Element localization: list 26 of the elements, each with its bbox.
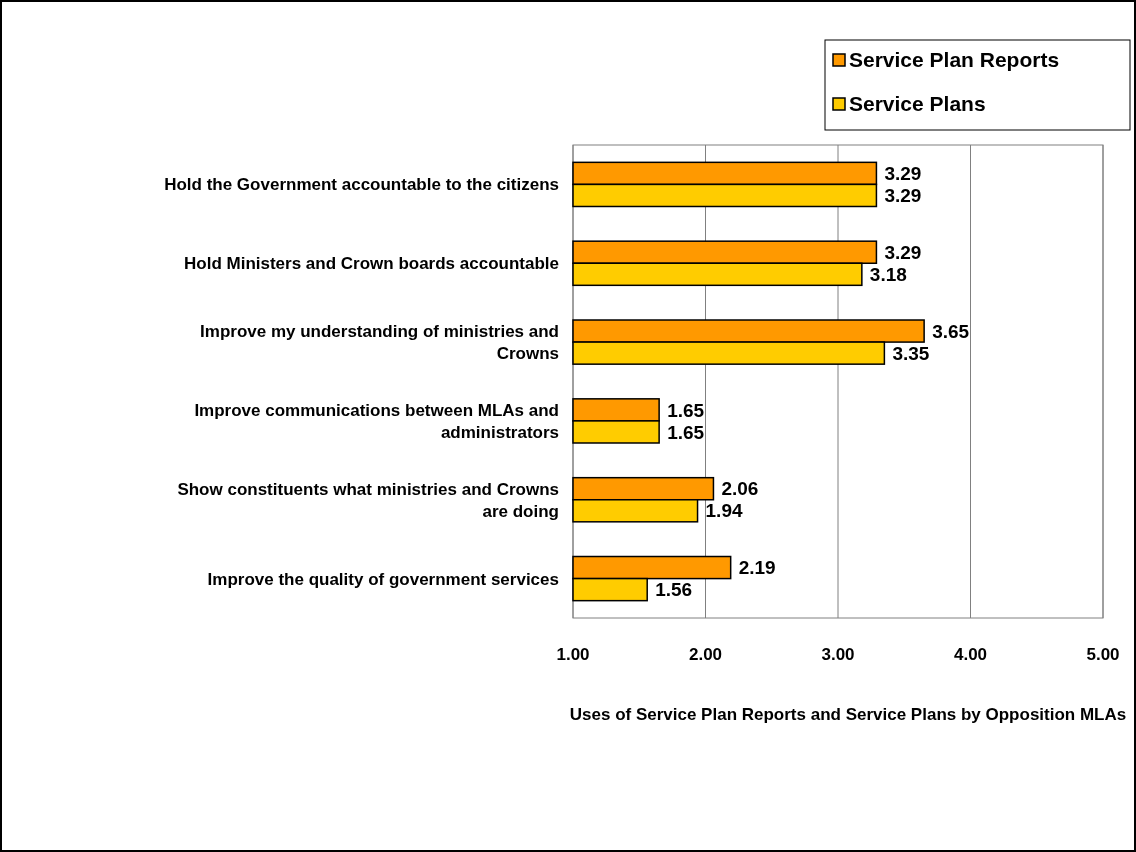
- x-tick-label: 3.00: [821, 645, 855, 664]
- data-label: 3.35: [892, 342, 930, 364]
- y-tick-label: Hold Ministers and Crown boards accountable: [184, 254, 559, 274]
- data-label: 1.65: [667, 399, 705, 421]
- legend-label: Service Plans: [849, 92, 986, 116]
- data-label: 3.65: [932, 320, 970, 342]
- x-tick-label: 4.00: [953, 645, 988, 664]
- x-tick-label: 5.00: [1086, 645, 1120, 664]
- y-tick-label: Improve the quality of government services: [207, 569, 559, 589]
- data-label: 3.29: [884, 163, 922, 185]
- x-tick-label: 1.00: [556, 645, 590, 664]
- data-label: 1.65: [667, 421, 705, 443]
- y-tick-label: Improve communications between MLAs and administrators: [194, 400, 559, 442]
- legend-label: Service Plan Reports: [849, 48, 1060, 72]
- y-tick-label: Show constituents what ministries and Crowns are doing: [177, 479, 559, 521]
- data-label: 3.29: [884, 185, 922, 207]
- y-tick-label: Hold the Government accountable to the citizens: [164, 175, 559, 195]
- data-label: 2.19: [738, 557, 776, 579]
- y-tick-label: Improve my understanding of ministries and Crowns: [200, 322, 559, 364]
- data-label: 2.06: [721, 478, 759, 500]
- x-axis-title: Uses of Service Plan Reports and Service Plans by Opposition MLAs: [569, 705, 1127, 724]
- data-label: 1.56: [655, 579, 693, 601]
- data-label: 3.29: [884, 241, 922, 263]
- x-tick-label: 2.00: [688, 645, 723, 664]
- data-label: 1.94: [705, 500, 743, 522]
- data-label: 3.18: [869, 263, 907, 285]
